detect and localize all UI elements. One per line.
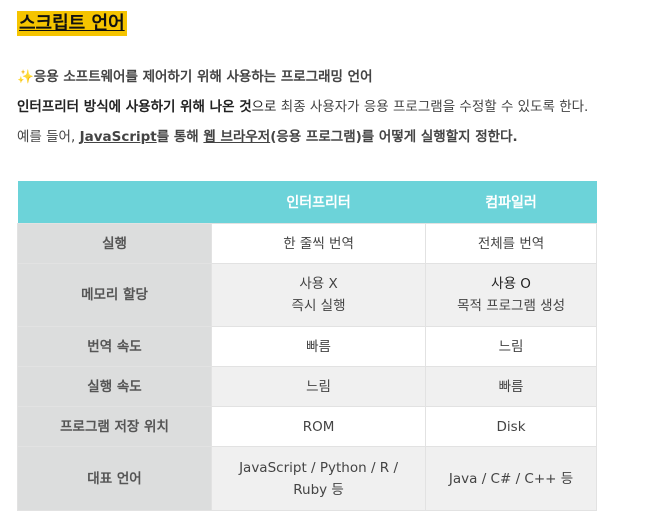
row-label: 메모리 할당	[17, 263, 212, 327]
compiler-cell: Disk	[425, 406, 597, 447]
row-label: 프로그램 저장 위치	[17, 406, 212, 447]
table-row: 번역 속도 빠름 느림	[17, 326, 597, 367]
cell-text: 한 줄씩 번역	[283, 235, 354, 252]
cell-text: 즉시 실행	[291, 298, 346, 314]
cell-text: 빠름	[498, 378, 524, 395]
javascript-link[interactable]: JavaScript	[79, 129, 157, 145]
interpreter-cell: 빠름	[210, 326, 427, 367]
text: 를 통해	[156, 129, 204, 145]
cell-text: 빠름	[306, 338, 331, 355]
sparkles-icon: ✨	[17, 69, 34, 85]
compiler-cell: 전체를 번역	[425, 223, 597, 264]
bold-text: 인터프리터 방식에 사용하기 위해 나온 것	[17, 99, 252, 115]
definition-line: ✨응용 소프트웨어를 제어하기 위해 사용하는 프로그래밍 언어	[17, 65, 373, 85]
compiler-cell: Java / C# / C++ 등	[425, 446, 597, 511]
table-row: 실행 속도 느림 빠름	[17, 366, 597, 407]
table-row: 실행 한 줄씩 번역 전체를 번역	[17, 223, 597, 264]
cell-text: 사용 X	[299, 276, 338, 292]
definition-text: 응용 소프트웨어를 제어하기 위해 사용하는 프로그래밍 언어	[33, 69, 373, 85]
cell-text: 목적 프로그램 생성	[457, 298, 566, 314]
compiler-cell: 느림	[425, 326, 597, 367]
example-line: 예를 들어, JavaScript를 통해 웹 브라우저(응용 프로그램)를 어…	[17, 125, 518, 145]
compiler-cell: 사용 O 목적 프로그램 생성	[425, 263, 597, 327]
interpreter-cell: 사용 X 즉시 실행	[210, 263, 427, 327]
cell-text: ROM	[302, 418, 335, 435]
interpreter-cell: JavaScript / Python / R / Ruby 등	[210, 446, 427, 511]
cell-text: Ruby 등	[293, 481, 344, 498]
cell-text: 느림	[498, 338, 524, 355]
cell-text: JavaScript / Python / R /	[239, 459, 399, 476]
interpreter-cell: ROM	[210, 406, 427, 447]
web-browser-link[interactable]: 웹 브라우저	[203, 129, 271, 145]
header-empty	[17, 181, 212, 224]
table-row: 프로그램 저장 위치 ROM Disk	[17, 406, 597, 447]
description-line: 인터프리터 방식에 사용하기 위해 나온 것으로 최종 사용자가 응용 프로그램…	[17, 95, 588, 115]
cell-text: Java / C# / C++ 등	[448, 470, 574, 487]
cell-text: 느림	[306, 378, 331, 395]
table-row: 메모리 할당 사용 X 즉시 실행 사용 O 목적 프로그램 생성	[17, 263, 597, 327]
interpreter-cell: 한 줄씩 번역	[210, 223, 427, 264]
table-row: 대표 언어 JavaScript / Python / R / Ruby 등 Java…	[17, 446, 597, 511]
header-compiler: 컴파일러	[425, 181, 597, 224]
cell-text: 사용 O	[491, 276, 531, 292]
text: 으로	[251, 99, 277, 115]
row-label: 실행 속도	[17, 366, 212, 407]
text: (응용 프로그램)를 어떻게 실행할지 정한다.	[270, 129, 518, 145]
row-label: 대표 언어	[17, 446, 212, 511]
cell-text: 전체를 번역	[477, 235, 545, 252]
row-label: 실행	[17, 223, 212, 264]
cell-text: Disk	[496, 418, 526, 435]
row-label: 번역 속도	[17, 326, 212, 367]
text: 최종 사용자가 응용 프로그램을 수정할 수 있도록 한다.	[276, 99, 589, 115]
page-title: 스크립트 언어	[17, 11, 127, 36]
header-interpreter: 인터프리터	[211, 181, 426, 224]
text: 예를 들어,	[17, 129, 80, 145]
interpreter-cell: 느림	[210, 366, 427, 407]
compiler-cell: 빠름	[425, 366, 597, 407]
